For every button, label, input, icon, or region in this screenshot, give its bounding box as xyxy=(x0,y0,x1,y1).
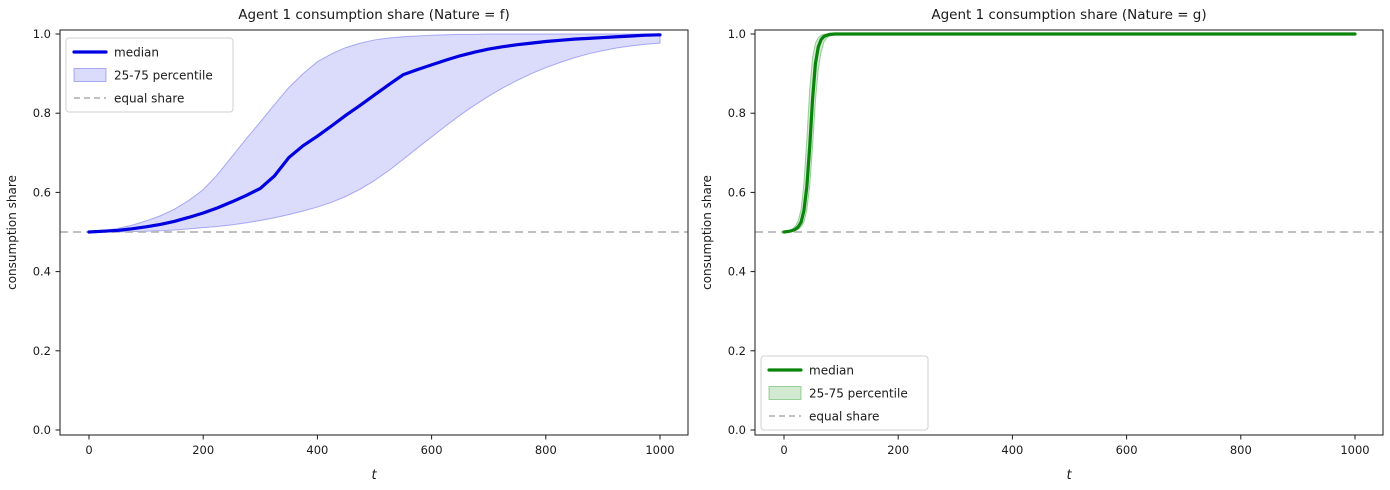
y-tick-label: 1.0 xyxy=(728,27,746,41)
y-tick-label: 0.2 xyxy=(728,344,746,358)
x-tick-label: 600 xyxy=(1116,443,1138,457)
plot-title: Agent 1 consumption share (Nature = g) xyxy=(931,7,1206,23)
y-tick-label: 0.8 xyxy=(728,106,746,120)
x-tick-label: 200 xyxy=(192,443,214,457)
x-tick-label: 0 xyxy=(85,443,92,457)
y-axis-label: consumption share xyxy=(5,175,19,290)
legend-entry-label: median xyxy=(114,46,159,60)
chart-panel-nature-g: 0 200 400 600 800 1000 0.0 0.2 0.4 0.6 0.8 1.0 Agent… xyxy=(695,0,1390,490)
y-tick-label: 0.4 xyxy=(728,265,746,279)
y-tick-label: 0.0 xyxy=(728,423,746,437)
median-line xyxy=(782,32,1357,234)
x-axis-label: t xyxy=(371,468,377,483)
x-tick-label: 400 xyxy=(306,443,328,457)
y-tick-label: 1.0 xyxy=(33,27,51,41)
legend-entry-label: median xyxy=(809,364,854,378)
median-line xyxy=(87,33,662,234)
chart-svg-nature-g: 0 200 400 600 800 1000 0.0 0.2 0.4 0.6 0.8 1.0 Agent… xyxy=(700,7,1384,483)
percentile-band xyxy=(88,33,661,233)
legend-entry-label: 25-75 percentile xyxy=(809,387,908,401)
legend-entry-label: equal share xyxy=(809,410,879,424)
plot-frame xyxy=(59,29,689,436)
x-tick-label: 200 xyxy=(887,443,909,457)
y-tick-label: 0.8 xyxy=(33,106,51,120)
plot-title: Agent 1 consumption share (Nature = f) xyxy=(238,7,510,23)
x-axis-label: t xyxy=(1066,468,1072,483)
y-tick-label: 0.0 xyxy=(33,423,51,437)
legend-box xyxy=(65,37,234,113)
y-axis-label: consumption share xyxy=(700,175,714,290)
x-tick-label: 1000 xyxy=(1340,443,1369,457)
y-tick-label: 0.6 xyxy=(33,185,51,199)
percentile-band xyxy=(783,33,1355,233)
legend-band-swatch xyxy=(768,386,802,400)
plot-frame xyxy=(754,29,1384,436)
x-tick-label: 600 xyxy=(421,443,443,457)
chart-panel-nature-f: 0 200 400 600 800 1000 0.0 0.2 0.4 0.6 0.8 1.0 Agent… xyxy=(5,7,689,483)
y-tick-label: 0.4 xyxy=(33,265,51,279)
x-tick-label: 1000 xyxy=(645,443,674,457)
chart-svg-nature-f: 0 200 400 600 800 1000 0.0 0.2 0.4 0.6 0.8 1.0 Agent… xyxy=(5,7,689,483)
y-tick-label: 0.6 xyxy=(728,185,746,199)
legend-band-swatch xyxy=(73,68,107,82)
legend-entry-label: equal share xyxy=(114,92,184,106)
x-tick-label: 800 xyxy=(1230,443,1252,457)
legend-entry-label: 25-75 percentile xyxy=(114,69,213,83)
x-tick-label: 400 xyxy=(1001,443,1023,457)
legend-box xyxy=(760,355,929,431)
x-tick-label: 800 xyxy=(535,443,557,457)
x-tick-label: 0 xyxy=(780,443,787,457)
y-tick-label: 0.2 xyxy=(33,344,51,358)
